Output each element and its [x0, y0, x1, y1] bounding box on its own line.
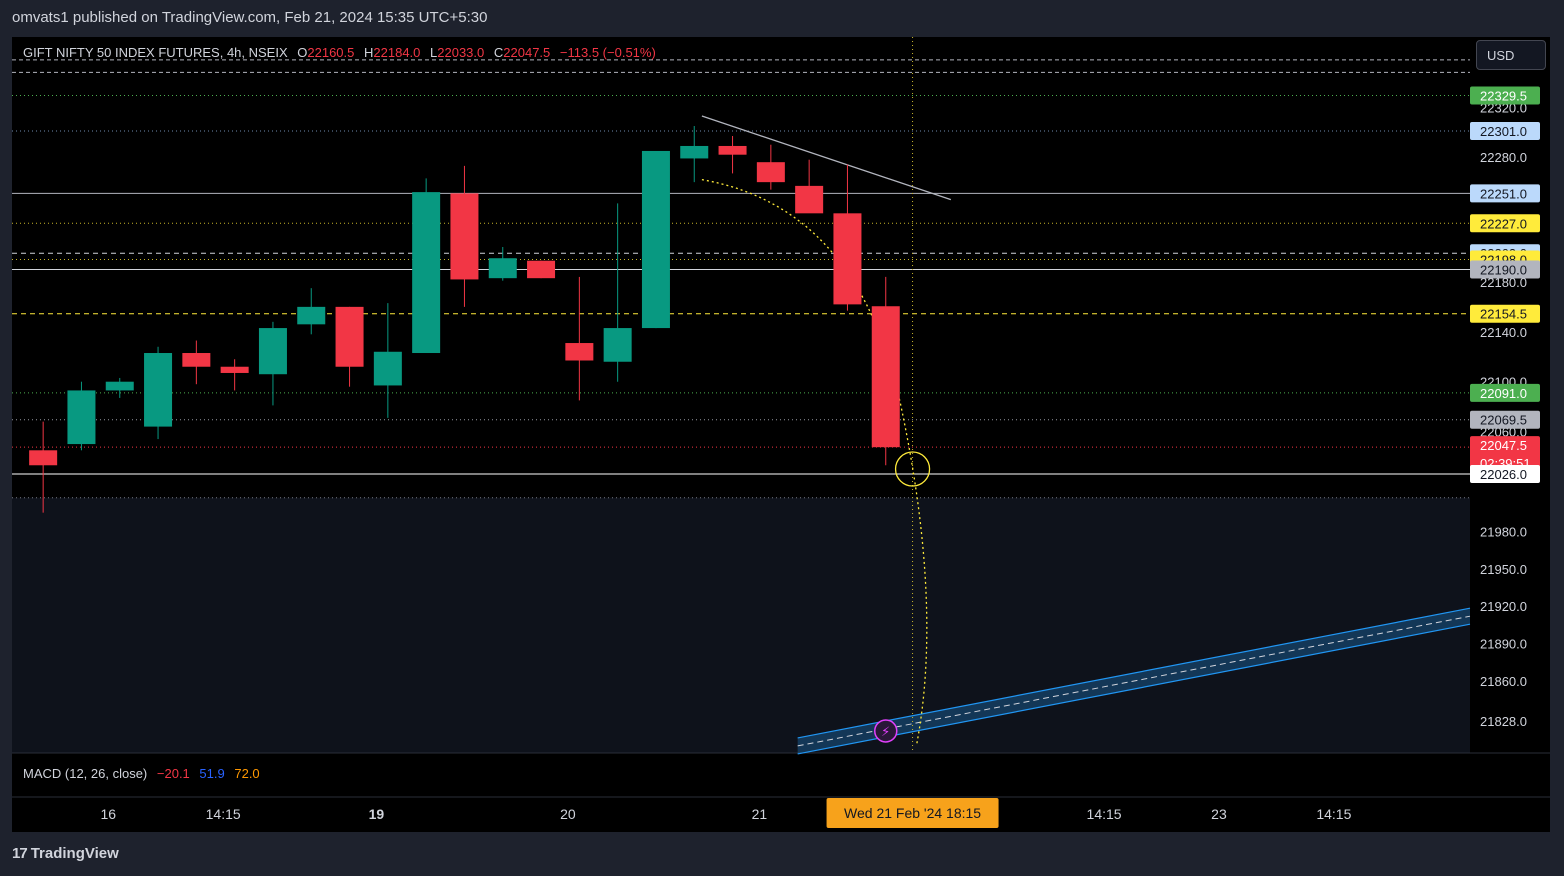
candle-body-21 [833, 213, 862, 305]
macd-label: MACD (12, 26, close) [23, 766, 148, 781]
price-badge-6 [1470, 260, 1540, 279]
candle-body-19 [756, 162, 785, 183]
price-badge-label-10: 22047.5 [1480, 438, 1527, 453]
macd-value-signal: 72.0 [234, 766, 260, 781]
candle-body-0 [29, 450, 58, 466]
time-axis-bg [12, 797, 1550, 832]
low-label: L [430, 45, 438, 60]
high-value: 22184.0 [373, 45, 421, 60]
time-tick-label: 14:15 [1316, 806, 1351, 822]
price-badge-label-2: 22251.0 [1480, 186, 1527, 201]
price-badge-3 [1470, 214, 1540, 233]
price-badge-label-3: 22227.0 [1480, 216, 1527, 231]
candles [29, 126, 900, 513]
price-tick-label: 22140.0 [1480, 325, 1527, 340]
candle-body-14 [565, 343, 594, 361]
candle-body-2 [105, 381, 134, 391]
price-badge-10 [1470, 436, 1540, 473]
candle-body-17 [680, 145, 709, 159]
price-badge-label-11: 22026.0 [1480, 467, 1527, 482]
channel-lower-line [797, 623, 1471, 755]
candle-body-7 [297, 306, 326, 325]
candle-body-6 [258, 328, 287, 375]
time-tick-label: 21 [752, 806, 768, 822]
candle-body-10 [412, 192, 441, 354]
price-badge-label-6: 22190.0 [1480, 262, 1527, 277]
event-lightning-icon [874, 719, 898, 743]
candle-body-5 [220, 366, 249, 373]
time-tick-label: 14:15 [1087, 806, 1122, 822]
price-badge-7 [1470, 304, 1540, 323]
drawings: ⚡ [701, 37, 1471, 755]
candle-body-18 [718, 145, 747, 155]
candle-body-22 [871, 306, 900, 448]
candle-body-15 [603, 328, 632, 362]
tradingview-logo-icon: 17 [12, 845, 28, 862]
open-value: 22160.5 [307, 45, 355, 60]
publish-header: omvats1 published on TradingView.com, Fe… [12, 9, 488, 26]
macd-legend[interactable]: MACD (12, 26, close) −20.1 51.9 72.0 [23, 766, 260, 781]
price-badge-1 [1470, 122, 1540, 140]
crosshair-time-label: Wed 21 Feb '24 18:15 [844, 805, 981, 821]
price-level-lines [12, 59, 1470, 499]
change-value: −113.5 (−0.51%) [559, 45, 656, 60]
price-badge-label-7: 22154.5 [1480, 307, 1527, 322]
candle-body-8 [335, 306, 364, 367]
candle-body-11 [450, 193, 479, 280]
price-badge-11 [1470, 465, 1540, 483]
chart-svg[interactable]: ⚡ 22320.022280.022180.022140.022100.0220… [12, 37, 1550, 832]
candle-body-16 [641, 150, 670, 329]
high-label: H [364, 45, 374, 60]
price-axis: 22320.022280.022180.022140.022100.022060… [1470, 86, 1540, 729]
lower-pane-bg [12, 497, 1470, 753]
open-label: O [297, 45, 308, 60]
candle-body-20 [795, 185, 824, 214]
yellow-circle-marker [894, 451, 931, 487]
candle-body-4 [182, 353, 211, 367]
macd-value-histogram: −20.1 [156, 766, 190, 781]
price-tick-label: 21980.0 [1480, 524, 1527, 539]
price-badge-9 [1470, 410, 1540, 429]
time-tick-label: 23 [1211, 806, 1227, 822]
symbol-legend: GIFT NIFTY 50 INDEX FUTURES, 4h, NSEIX O… [23, 45, 656, 60]
candle-body-13 [527, 260, 556, 279]
candle-body-1 [67, 390, 96, 445]
price-badge-8 [1470, 383, 1540, 402]
trendline [701, 115, 952, 201]
candle-body-9 [373, 351, 402, 386]
price-badge-label-8: 22091.0 [1480, 386, 1527, 401]
price-badge-0 [1470, 86, 1540, 105]
crosshair-time-badge [826, 798, 999, 828]
time-tick-label: 14:15 [206, 806, 241, 822]
price-tick-label: 21950.0 [1480, 562, 1527, 577]
currency-button[interactable]: USD [1476, 40, 1546, 70]
price-tick-label: 21920.0 [1480, 599, 1527, 614]
price-tick-label: 21828.0 [1480, 714, 1527, 729]
candle-body-12 [488, 258, 517, 279]
price-tick-label: 22180.0 [1480, 275, 1527, 290]
candle-body-3 [144, 353, 173, 427]
channel-middle-line [797, 615, 1471, 747]
price-badge-2 [1470, 184, 1540, 203]
lightning-icon: ⚡ [881, 725, 890, 740]
time-tick-label: 16 [100, 806, 116, 822]
price-badge-label-9: 22069.5 [1480, 413, 1527, 428]
price-tick-label: 21860.0 [1480, 674, 1527, 689]
price-badge-label-1: 22301.0 [1480, 124, 1527, 139]
macd-value-macd: 51.9 [199, 766, 225, 781]
tradingview-footer[interactable]: 17 TradingView [12, 845, 119, 862]
price-badge-label-0: 22329.5 [1480, 88, 1527, 103]
macd-pane-bg [12, 753, 1470, 797]
price-tick-label: 21890.0 [1480, 637, 1527, 652]
time-axis: 16 14:15 19 20 21 14:15 23 14:15 Wed 21 Feb '24 … [100, 798, 1352, 828]
time-tick-label: 20 [560, 806, 576, 822]
low-value: 22033.0 [437, 45, 485, 60]
footer-brand: TradingView [30, 845, 119, 862]
close-value: 22047.5 [503, 45, 551, 60]
time-tick-label: 19 [369, 806, 385, 822]
close-label: C [493, 45, 504, 60]
channel-upper-line [797, 607, 1471, 739]
symbol-name[interactable]: GIFT NIFTY 50 INDEX FUTURES, 4h, NSEIX [23, 45, 288, 60]
price-tick-label: 22280.0 [1480, 150, 1527, 165]
